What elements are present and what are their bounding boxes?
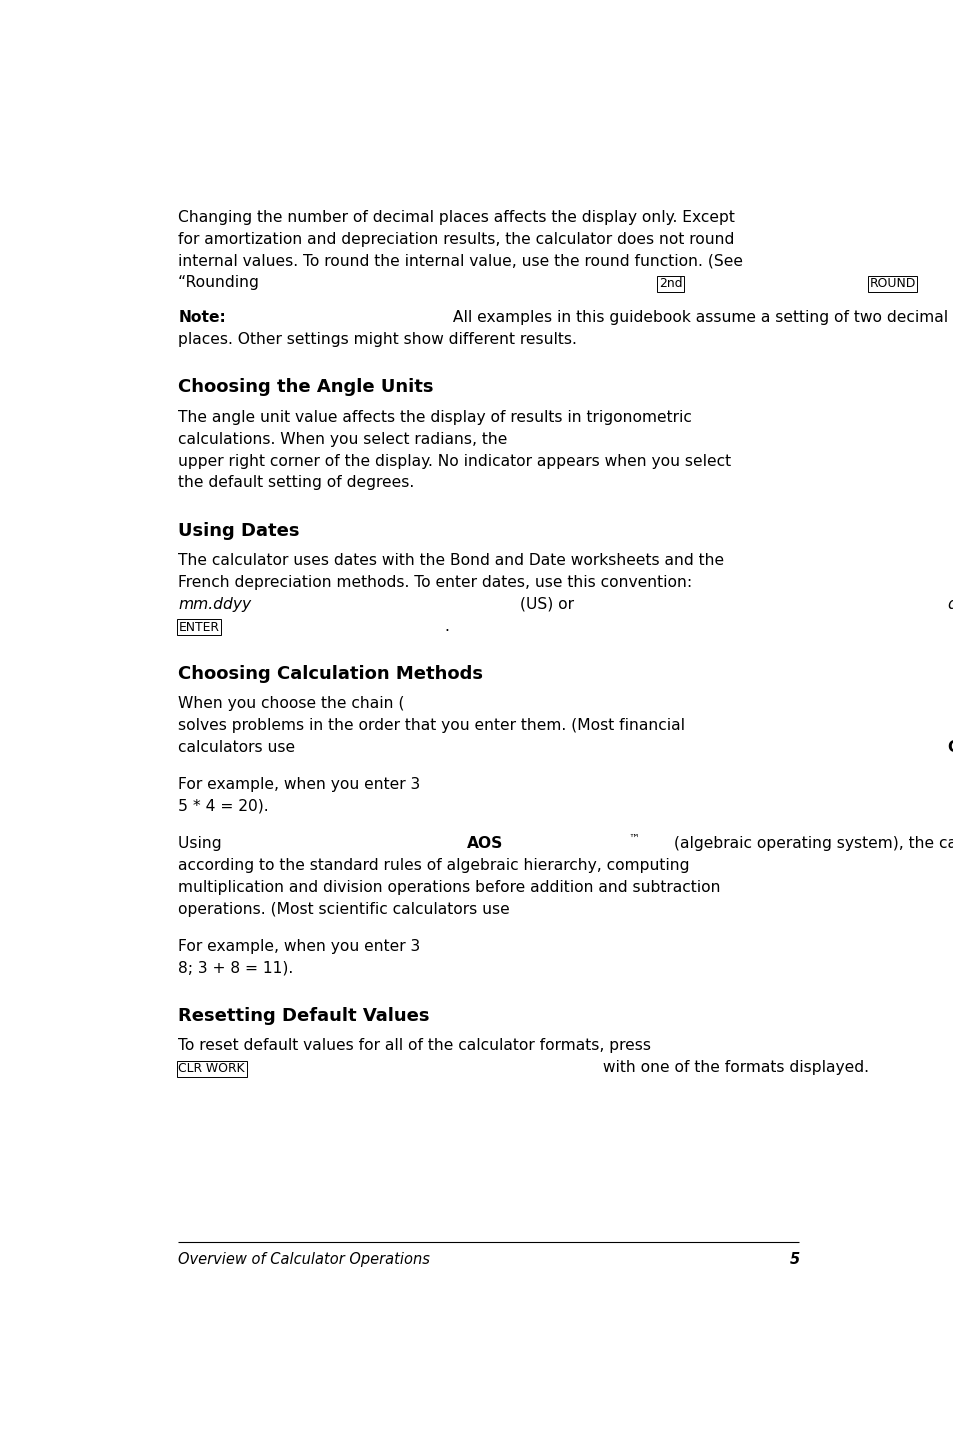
Text: internal values. To round the internal value, use the round function. (See: internal values. To round the internal v…	[178, 253, 742, 268]
Text: When you choose the chain (: When you choose the chain (	[178, 696, 404, 711]
Text: For example, when you enter 3: For example, when you enter 3	[178, 778, 425, 792]
Text: Chn: Chn	[946, 740, 953, 756]
Text: with one of the formats displayed.: with one of the formats displayed.	[598, 1060, 868, 1075]
Text: 5: 5	[788, 1252, 799, 1268]
Text: Note:: Note:	[178, 310, 226, 325]
Text: ™: ™	[627, 833, 639, 843]
Text: according to the standard rules of algebraic hierarchy, computing: according to the standard rules of algeb…	[178, 858, 689, 874]
Text: mm.ddyy: mm.ddyy	[178, 597, 252, 612]
Text: Overview of Calculator Operations: Overview of Calculator Operations	[178, 1252, 430, 1268]
Text: the default setting of degrees.: the default setting of degrees.	[178, 476, 415, 491]
Text: Resetting Default Values: Resetting Default Values	[178, 1008, 430, 1025]
Text: Choosing the Angle Units: Choosing the Angle Units	[178, 379, 434, 396]
Text: ENTER: ENTER	[178, 620, 219, 633]
Text: The calculator uses dates with the Bond and Date worksheets and the: The calculator uses dates with the Bond …	[178, 553, 723, 568]
Text: calculations. When you select radians, the: calculations. When you select radians, t…	[178, 432, 512, 447]
Text: 8; 3 + 8 = 11).: 8; 3 + 8 = 11).	[178, 961, 294, 976]
Text: solves problems in the order that you enter them. (Most financial: solves problems in the order that you en…	[178, 718, 684, 732]
Text: operations. (Most scientific calculators use: operations. (Most scientific calculators…	[178, 901, 515, 917]
Text: 2nd: 2nd	[658, 278, 681, 290]
Text: for amortization and depreciation results, the calculator does not round: for amortization and depreciation result…	[178, 232, 734, 246]
Text: calculators use: calculators use	[178, 740, 300, 756]
Text: Using Dates: Using Dates	[178, 521, 299, 540]
Text: Using: Using	[178, 836, 227, 852]
Text: dd.mmyy: dd.mmyy	[946, 597, 953, 612]
Text: AOS: AOS	[466, 836, 502, 852]
Text: ROUND: ROUND	[869, 278, 915, 290]
Text: French depreciation methods. To enter dates, use this convention:: French depreciation methods. To enter da…	[178, 575, 692, 590]
Text: CLR WORK: CLR WORK	[178, 1063, 245, 1075]
Text: .: .	[443, 619, 448, 633]
Text: places. Other settings might show different results.: places. Other settings might show differ…	[178, 332, 577, 347]
Text: (US) or: (US) or	[514, 597, 578, 612]
Text: All examples in this guidebook assume a setting of two decimal: All examples in this guidebook assume a …	[447, 310, 946, 325]
Text: To reset default values for all of the calculator formats, press: To reset default values for all of the c…	[178, 1038, 656, 1053]
Text: 5 * 4 = 20).: 5 * 4 = 20).	[178, 799, 269, 814]
Text: Choosing Calculation Methods: Choosing Calculation Methods	[178, 665, 483, 683]
Text: (algebraic operating system), the calculator solves problems: (algebraic operating system), the calcul…	[669, 836, 953, 852]
Text: For example, when you enter 3: For example, when you enter 3	[178, 939, 425, 954]
Text: upper right corner of the display. No indicator appears when you select: upper right corner of the display. No in…	[178, 454, 731, 469]
Text: “Rounding: “Rounding	[178, 275, 264, 290]
Text: Changing the number of decimal places affects the display only. Except: Changing the number of decimal places af…	[178, 210, 735, 224]
Text: multiplication and division operations before addition and subtraction: multiplication and division operations b…	[178, 879, 720, 895]
Text: The angle unit value affects the display of results in trigonometric: The angle unit value affects the display…	[178, 409, 692, 425]
